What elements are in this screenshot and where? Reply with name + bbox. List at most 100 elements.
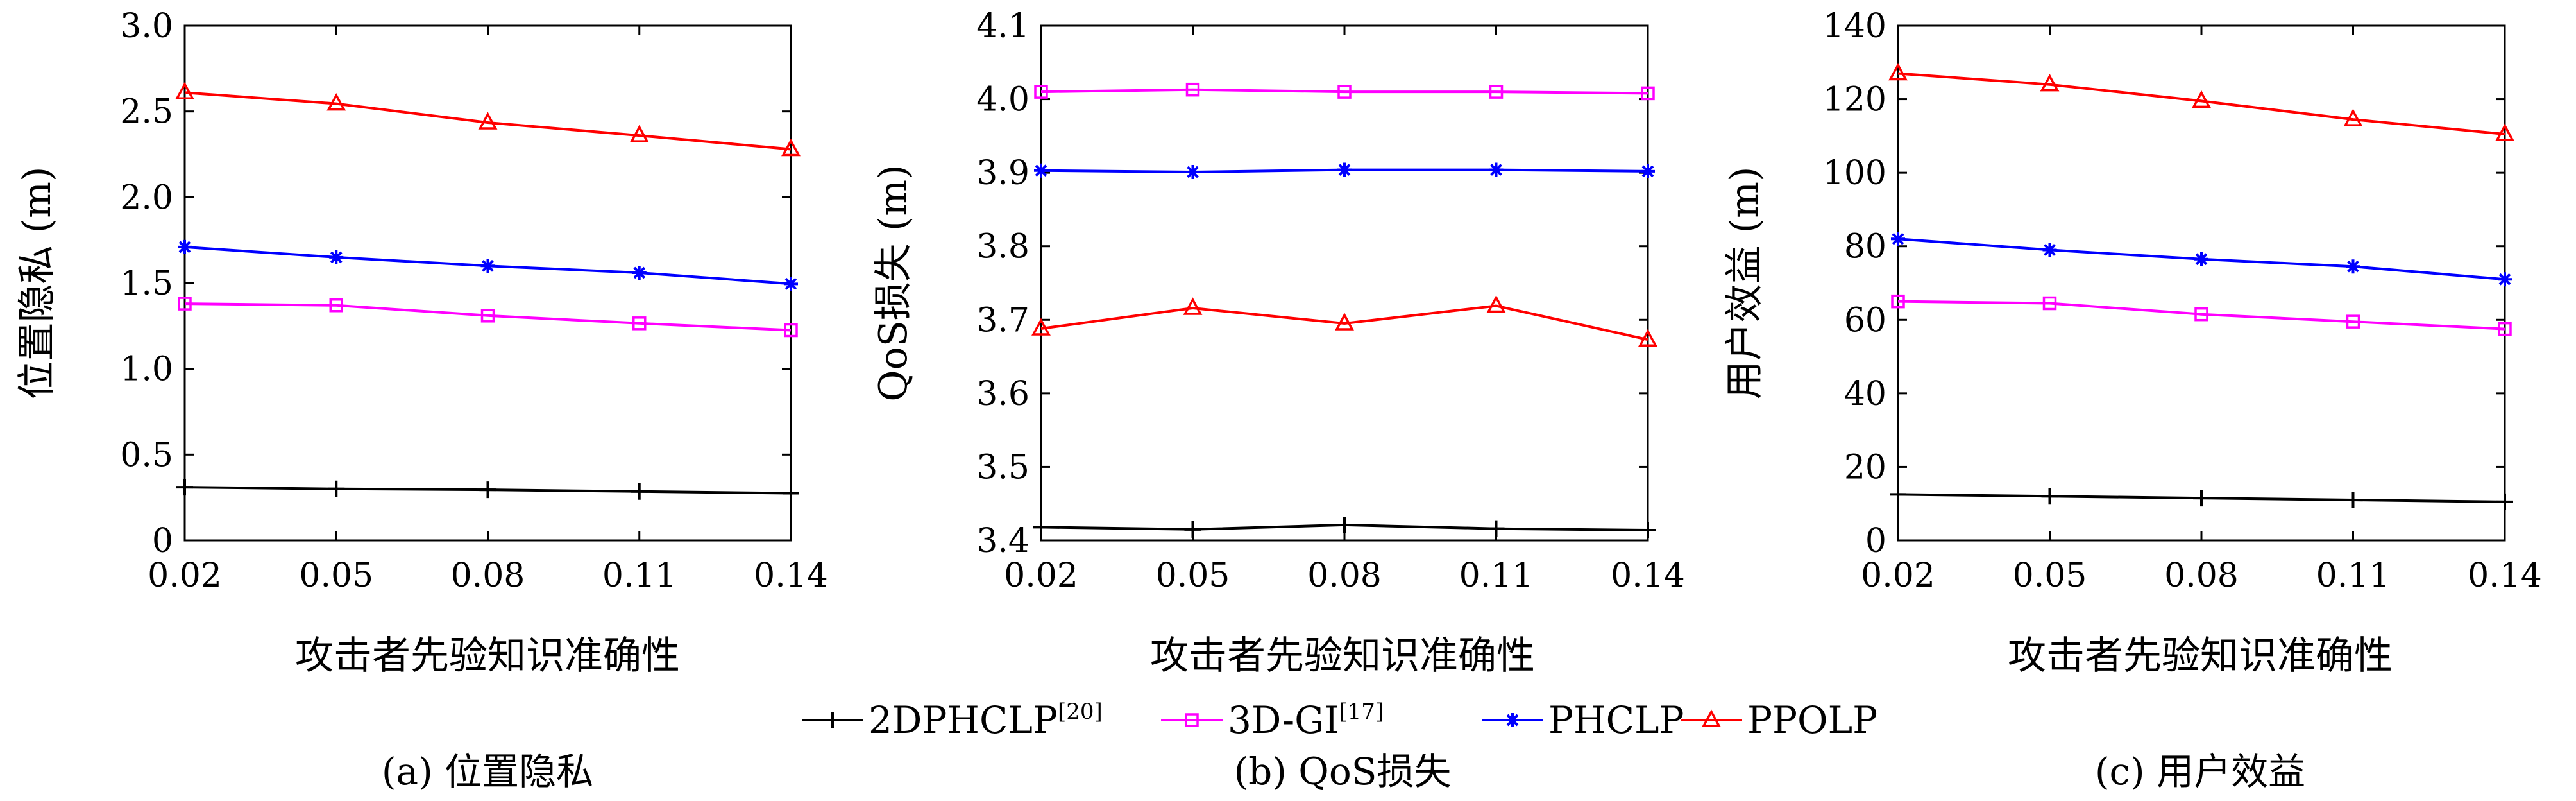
- data-point: [2194, 307, 2208, 322]
- data-point: [2344, 491, 2362, 508]
- data-point: [1489, 162, 1504, 177]
- y-tick-label: 80: [1844, 228, 1886, 266]
- data-point: [1638, 329, 1657, 347]
- series-3d-gi: [178, 297, 798, 338]
- legend-marker: [1185, 713, 1199, 727]
- data-point: [1890, 486, 1906, 503]
- series-ppolp: [175, 82, 801, 157]
- series-line: [184, 302, 792, 332]
- y-axis-label: QoS损失 (m): [871, 164, 916, 401]
- x-tick-label: 0.11: [2316, 556, 2391, 595]
- data-point: [1489, 85, 1504, 99]
- x-tick-label: 0.05: [1156, 556, 1230, 595]
- y-tick-label: 20: [1844, 448, 1886, 487]
- x-tick-label: 0.08: [451, 556, 525, 595]
- data-point: [1185, 164, 1200, 179]
- legend-citation: [20]: [1058, 699, 1103, 725]
- x-tick-label: 0.05: [299, 556, 373, 595]
- legend-marker: [1505, 713, 1520, 727]
- x-tick-label: 0.14: [1611, 556, 1685, 595]
- data-point: [1641, 164, 1655, 178]
- y-tick-label: 3.5: [976, 448, 1030, 487]
- y-axis-label: 用户效益 (m): [1722, 167, 1767, 400]
- series-3d-gi: [1891, 294, 2512, 336]
- data-point: [2193, 490, 2210, 507]
- legend-entry-2dphclp: 2DPHCLP[20]: [802, 698, 1103, 742]
- legend-entry-3d-gi: 3D-GI[17]: [1161, 698, 1384, 742]
- data-point: [178, 239, 192, 254]
- x-tick-label: 0.02: [148, 556, 222, 595]
- x-tick-label: 0.08: [1307, 556, 1382, 595]
- y-tick-label: 100: [1823, 154, 1886, 193]
- y-tick-label: 3.8: [976, 228, 1030, 266]
- data-point: [1034, 85, 1048, 99]
- subfigure-caption: (c) 用户效益: [2095, 750, 2305, 793]
- x-tick-label: 0.14: [754, 556, 828, 595]
- series-phclp: [1034, 162, 1655, 179]
- data-point: [480, 309, 495, 323]
- data-point: [2495, 123, 2514, 141]
- data-point: [175, 82, 194, 100]
- legend: 2DPHCLP[20] 3D-GI[17] PHCLP PPOLP: [802, 698, 1877, 742]
- data-point: [2192, 90, 2211, 108]
- plot-frame: [1040, 24, 1649, 542]
- data-point: [1184, 521, 1201, 538]
- legend-entry-phclp: PHCLP: [1482, 698, 1684, 742]
- data-point: [2346, 259, 2360, 274]
- series-2dphclp: [1033, 516, 1656, 538]
- legend-citation: [17]: [1339, 699, 1384, 725]
- x-tick-label: 0.08: [2164, 556, 2239, 595]
- y-tick-label: 0: [152, 522, 173, 560]
- series-line: [1040, 88, 1648, 95]
- series-line: [1897, 72, 2505, 135]
- data-point: [629, 125, 649, 142]
- data-point: [1183, 297, 1203, 315]
- data-point: [2042, 296, 2057, 311]
- data-point: [1888, 62, 1908, 81]
- x-tick-label: 0.05: [2013, 556, 2087, 595]
- plot-frame: [183, 24, 792, 542]
- x-tick-label: 0.14: [2468, 556, 2542, 595]
- data-point: [2346, 314, 2360, 329]
- data-point: [632, 316, 647, 331]
- data-point: [479, 481, 496, 499]
- legend-marker: [1702, 709, 1721, 727]
- legend-marker: [824, 712, 841, 728]
- series-line: [184, 91, 792, 151]
- y-tick-label: 3.6: [976, 375, 1030, 413]
- series-2dphclp: [176, 479, 799, 502]
- legend-entry-ppolp: PPOLP: [1681, 698, 1877, 742]
- x-axis-label: 攻击者先验知识准确性: [1150, 633, 1535, 678]
- data-point: [2194, 252, 2208, 266]
- x-tick-label: 0.11: [602, 556, 677, 595]
- series-2dphclp: [1890, 486, 2513, 510]
- series-ppolp: [1888, 62, 2514, 141]
- data-point: [1031, 318, 1051, 336]
- y-tick-label: 2.0: [120, 178, 173, 217]
- data-point: [2041, 488, 2058, 505]
- y-tick-label: 3.4: [976, 522, 1030, 560]
- y-tick-label: 3.7: [976, 301, 1030, 340]
- y-tick-label: 0.5: [120, 436, 173, 474]
- data-point: [781, 138, 801, 157]
- x-axis-label: 攻击者先验知识准确性: [295, 633, 680, 678]
- series-line: [1040, 304, 1648, 341]
- chart-panel-location-privacy: 0 0.5 1.0 1.5 2.0 2.5 3.0 0.02 0.05 0.08 0.11 0.14 攻…: [15, 7, 828, 793]
- data-point: [1034, 163, 1048, 178]
- data-point: [480, 259, 495, 273]
- data-point: [478, 112, 498, 130]
- y-tick-label: 60: [1844, 301, 1886, 340]
- data-point: [2343, 108, 2363, 126]
- legend-label: 3D-GI[17]: [1228, 698, 1384, 742]
- y-tick-label: 3.9: [976, 154, 1030, 193]
- plot-frame: [1897, 24, 2506, 542]
- data-point: [1486, 295, 1506, 313]
- data-point: [329, 298, 343, 313]
- data-point: [1337, 85, 1352, 99]
- data-point: [2496, 493, 2513, 510]
- y-tick-label: 2.5: [120, 93, 173, 132]
- subfigure-caption: (b) QoS损失: [1233, 750, 1451, 793]
- data-point: [784, 323, 798, 338]
- y-tick-label: 3.0: [120, 7, 173, 46]
- data-point: [2040, 74, 2060, 92]
